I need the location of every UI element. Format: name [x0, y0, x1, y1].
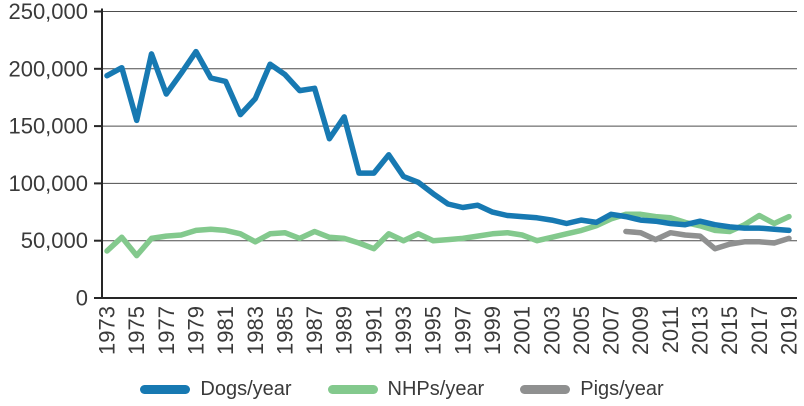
x-tick-label-1975: 1975 — [124, 306, 149, 355]
y-tick-label: 200,000 — [8, 56, 88, 81]
y-axis-labels: 0 50,000 100,000 150,000 200,000 250,000 — [8, 0, 88, 311]
y-tick-label: 100,000 — [8, 171, 88, 196]
y-tick-label: 50,000 — [21, 228, 88, 253]
dogs-line-swatch-icon — [140, 384, 191, 394]
x-tick-label-1997: 1997 — [450, 306, 475, 355]
pigs-line-swatch-icon — [520, 384, 571, 394]
x-tick-label-2013: 2013 — [688, 306, 713, 355]
axes — [101, 8, 797, 299]
legend-label-nhps: NHPs/year — [387, 378, 485, 400]
legend-label-dogs: Dogs/year — [200, 378, 292, 400]
x-tick-label-1999: 1999 — [480, 306, 505, 355]
x-tick-label-2019: 2019 — [777, 306, 802, 355]
x-tick-label-2007: 2007 — [599, 306, 624, 355]
x-tick-label-1981: 1981 — [213, 306, 238, 355]
x-tick-label-1995: 1995 — [421, 306, 446, 355]
gridlines — [102, 11, 797, 242]
x-tick-label-2003: 2003 — [539, 306, 564, 355]
dogs-line — [104, 48, 792, 234]
legend-item-dogs: Dogs/year — [140, 378, 292, 400]
legend-label-pigs: Pigs/year — [580, 378, 664, 400]
x-tick-label-2005: 2005 — [569, 306, 594, 355]
nhps-line — [104, 211, 792, 259]
y-tick-label: 0 — [76, 286, 88, 311]
x-tick-label-1983: 1983 — [243, 306, 268, 355]
y-tick-label: 150,000 — [8, 114, 88, 139]
nhps-line-swatch-icon — [327, 384, 378, 394]
x-tick-label-2017: 2017 — [747, 306, 772, 355]
x-tick-label-1979: 1979 — [183, 306, 208, 355]
x-tick-label-2001: 2001 — [510, 306, 535, 355]
x-tick-label-1989: 1989 — [332, 306, 357, 355]
x-tick-label-1977: 1977 — [154, 306, 179, 355]
x-tick-label-2015: 2015 — [717, 306, 742, 355]
x-tick-label-1973: 1973 — [95, 306, 120, 355]
x-axis-labels: 1973 1975 1977 1979 1981 1983 1985 1987 1989 1991… — [95, 306, 802, 355]
y-tick-label: 250,000 — [8, 0, 88, 24]
legend: Dogs/year NHPs/year Pigs/year — [0, 374, 804, 404]
x-tick-label-1991: 1991 — [361, 306, 386, 355]
x-tick-label-2011: 2011 — [658, 306, 683, 353]
x-tick-label-1987: 1987 — [302, 306, 327, 355]
y-axis-ticks — [94, 10, 102, 299]
legend-item-nhps: NHPs/year — [327, 378, 485, 400]
x-tick-label-1993: 1993 — [391, 306, 416, 355]
legend-item-pigs: Pigs/year — [520, 378, 664, 400]
series-lines — [104, 48, 792, 259]
x-tick-label-1985: 1985 — [272, 306, 297, 355]
pigs-line — [623, 228, 792, 252]
x-tick-label-2009: 2009 — [628, 306, 653, 355]
